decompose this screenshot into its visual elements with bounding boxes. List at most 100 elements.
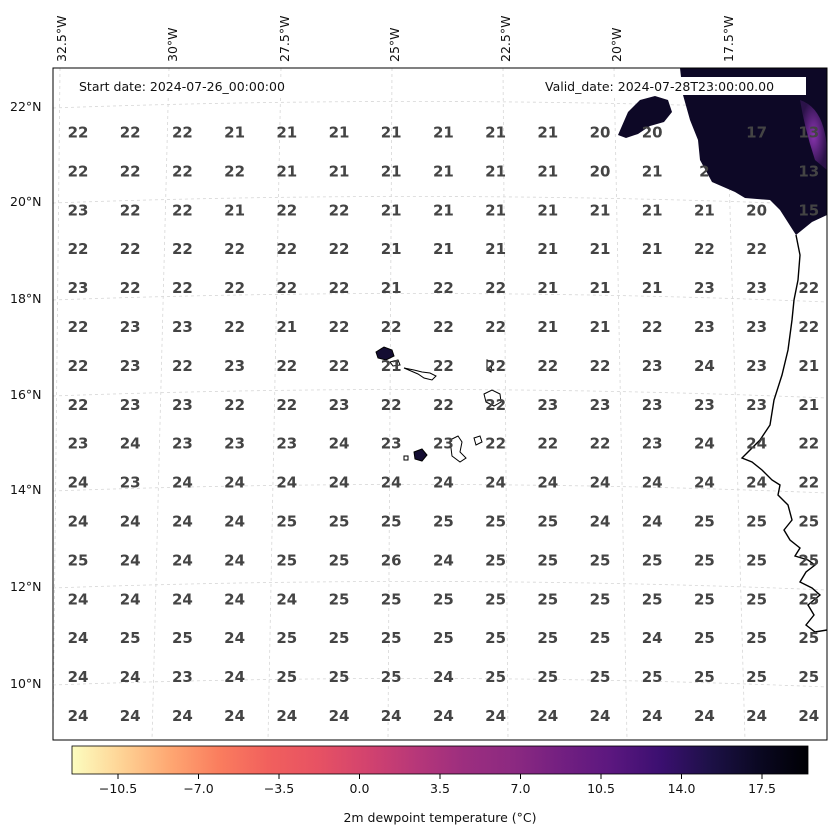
- dewpoint-value: 22: [798, 279, 819, 297]
- dewpoint-value: 23: [537, 396, 558, 414]
- dewpoint-value: 21: [381, 279, 402, 297]
- dewpoint-value: 22: [590, 357, 611, 375]
- dewpoint-value: 24: [224, 590, 245, 608]
- dewpoint-value: 22: [120, 240, 141, 258]
- dewpoint-value: 22: [329, 357, 350, 375]
- dewpoint-value: 24: [276, 590, 297, 608]
- latitude-labels: 22°N 20°N 18°N 16°N 14°N 12°N 10°N: [10, 99, 42, 691]
- dewpoint-value: 25: [276, 513, 297, 531]
- graticule: [53, 68, 827, 740]
- dewpoint-value: 21: [381, 124, 402, 142]
- dewpoint-value: 24: [120, 513, 141, 531]
- dewpoint-value: 21: [590, 201, 611, 219]
- lat-label-18n: 18°N: [10, 291, 42, 306]
- dewpoint-value: 24: [120, 551, 141, 569]
- dewpoint-value: 24: [68, 590, 89, 608]
- dewpoint-value: 25: [798, 668, 819, 686]
- dewpoint-value: 24: [694, 707, 715, 725]
- dewpoint-value: 23: [433, 435, 454, 453]
- dewpoint-value: 22: [694, 240, 715, 258]
- dewpoint-value: 13: [798, 124, 819, 142]
- dewpoint-value: 23: [172, 435, 193, 453]
- dewpoint-value: 23: [120, 474, 141, 492]
- dewpoint-value: 25: [694, 590, 715, 608]
- dewpoint-value: 24: [642, 513, 663, 531]
- dewpoint-value: 21: [276, 162, 297, 180]
- dewpoint-value: 22: [381, 318, 402, 336]
- dewpoint-value: 25: [172, 629, 193, 647]
- dewpoint-value: 24: [120, 707, 141, 725]
- dewpoint-value: 24: [68, 707, 89, 725]
- dewpoint-value: 24: [120, 668, 141, 686]
- dewpoint-value: 22: [172, 201, 193, 219]
- dewpoint-value: 24: [276, 474, 297, 492]
- dewpoint-value: 22: [485, 396, 506, 414]
- dewpoint-value: 21: [433, 124, 454, 142]
- dewpoint-value: 25: [590, 629, 611, 647]
- meridian-30w: [151, 68, 170, 740]
- dewpoint-value: 25: [537, 590, 558, 608]
- dewpoint-value: 21: [433, 162, 454, 180]
- dewpoint-value: 21: [642, 201, 663, 219]
- start-date-box: Start date: 2024-07-26_00:00:00: [64, 77, 312, 95]
- longitude-labels: 32.5°W 30°W 27.5°W 25°W 22.5°W 20°W 17.5…: [54, 16, 736, 62]
- dewpoint-value: 22: [276, 201, 297, 219]
- dewpoint-value: 22: [172, 279, 193, 297]
- mauritania-land-shading: [680, 68, 827, 235]
- dewpoint-value: 23: [381, 435, 402, 453]
- dewpoint-value: 23: [68, 435, 89, 453]
- cape-verde-santo-antao: [375, 346, 395, 361]
- dewpoint-value: 25: [276, 668, 297, 686]
- dewpoint-value: 21: [329, 124, 350, 142]
- dewpoint-value: 13: [798, 162, 819, 180]
- dewpoint-value: 24: [694, 474, 715, 492]
- dewpoint-value: 24: [537, 707, 558, 725]
- meridian-25w: [387, 68, 393, 740]
- dewpoint-value: 22: [120, 162, 141, 180]
- dewpoint-value: 23: [694, 279, 715, 297]
- dewpoint-value: 21: [798, 396, 819, 414]
- dewpoint-value: 20: [590, 162, 611, 180]
- dewpoint-value: 23: [694, 396, 715, 414]
- dewpoint-value: 25: [381, 590, 402, 608]
- dewpoint-value: 24: [224, 668, 245, 686]
- lat-label-22n: 22°N: [10, 99, 42, 114]
- dewpoint-value: 22: [329, 240, 350, 258]
- dewpoint-value: 23: [172, 668, 193, 686]
- dewpoint-value: 22: [433, 396, 454, 414]
- dewpoint-value: 20: [590, 124, 611, 142]
- dewpoint-value: 22: [798, 474, 819, 492]
- dewpoint-value: 24: [746, 474, 767, 492]
- dewpoint-value: 21: [590, 318, 611, 336]
- dewpoint-value: 24: [172, 590, 193, 608]
- colorbar-ticks: −10.5 −7.0 −3.5 0.0 3.5 7.0 10.5 14.0 17.5: [99, 774, 776, 796]
- lon-label-32-5w: 32.5°W: [54, 16, 69, 62]
- dewpoint-value: 21: [537, 201, 558, 219]
- dewpoint-value: 23: [642, 357, 663, 375]
- dewpoint-value: 23: [120, 396, 141, 414]
- start-date-label: Start date: 2024-07-26_00:00:00: [79, 79, 285, 94]
- lon-label-25w: 25°W: [387, 27, 402, 62]
- dewpoint-value: 25: [433, 590, 454, 608]
- dewpoint-value: 25: [746, 590, 767, 608]
- cape-verde-santiago: [449, 435, 467, 463]
- parallel-16n: [53, 389, 827, 399]
- dewpoint-value: 23: [590, 396, 611, 414]
- dewpoint-value: 24: [537, 474, 558, 492]
- meridian-17-5w: [725, 68, 746, 740]
- dewpoint-value: 25: [485, 668, 506, 686]
- dewpoint-value: 23: [68, 201, 89, 219]
- cape-verde-boa-vista: [483, 389, 502, 407]
- lon-label-27-5w: 27.5°W: [277, 16, 292, 62]
- dewpoint-value: 22: [590, 435, 611, 453]
- meridian-27-5w: [267, 68, 282, 740]
- dewpoint-value: 21: [381, 162, 402, 180]
- dewpoint-value: 24: [590, 513, 611, 531]
- dewpoint-value: 23: [172, 396, 193, 414]
- dewpoint-value: 22: [172, 357, 193, 375]
- dewpoint-value: 24: [276, 707, 297, 725]
- parallel-20n: [53, 196, 827, 206]
- dewpoint-value: 21: [276, 124, 297, 142]
- dewpoint-value: 22: [224, 162, 245, 180]
